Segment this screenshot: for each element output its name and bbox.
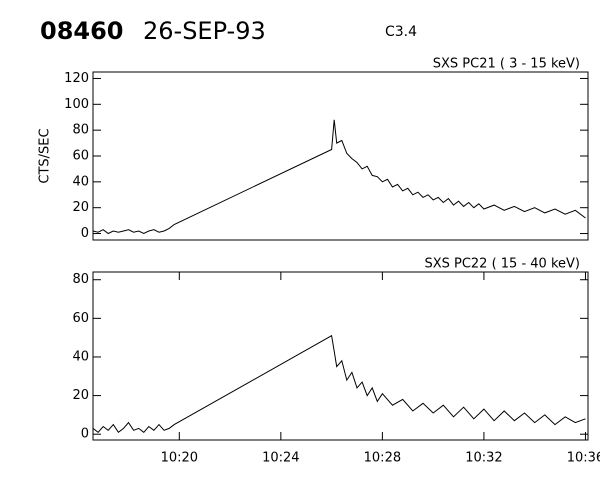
y-tick-label: 80: [72, 123, 89, 138]
x-tick-label: 10:28: [364, 451, 401, 466]
y-tick-label: 0: [81, 226, 89, 241]
panel-title: SXS PC21 ( 3 - 15 keV): [433, 57, 580, 72]
data-line: [92, 334, 586, 434]
y-tick-label: 100: [64, 97, 89, 112]
plot-frame: [92, 271, 589, 441]
y-tick-label: 40: [72, 174, 89, 189]
y-tick-label: 120: [64, 71, 89, 86]
x-tick-label: 10:32: [465, 451, 502, 466]
panel-title: SXS PC22 ( 15 - 40 keV): [424, 257, 580, 272]
y-axis-label: CTS/SEC: [38, 128, 53, 183]
header-date: 26-SEP-93: [143, 17, 266, 45]
x-tick-label: 10:20: [161, 451, 198, 466]
y-tick-label: 20: [72, 388, 89, 403]
x-tick-label: 10:24: [262, 451, 299, 466]
y-tick-label: 20: [72, 200, 89, 215]
plot-frame: [92, 71, 589, 241]
y-tick-label: 0: [81, 427, 89, 442]
data-line: [92, 119, 586, 235]
y-tick-label: 40: [72, 349, 89, 364]
x-tick-label: 10:36: [567, 451, 600, 466]
header-class: C3.4: [385, 24, 417, 40]
y-tick-label: 60: [72, 311, 89, 326]
y-tick-label: 60: [72, 149, 89, 164]
y-tick-label: 80: [72, 272, 89, 287]
header-id: 08460: [40, 17, 124, 45]
